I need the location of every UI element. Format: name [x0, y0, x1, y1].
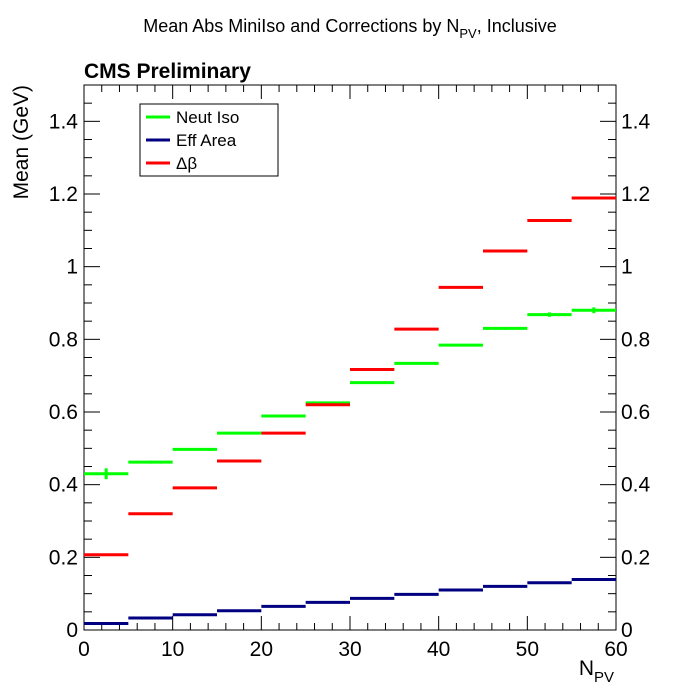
- series-1: [84, 577, 616, 625]
- x-tick-label: 10: [161, 638, 184, 661]
- axis-ticks: [83, 84, 617, 631]
- chart-title-suffix: , Inclusive: [477, 16, 557, 36]
- x-tick-label: 30: [338, 638, 361, 661]
- x-tick-label: 40: [427, 638, 450, 661]
- series-0: [84, 307, 616, 480]
- x-tick-label: 60: [604, 638, 627, 661]
- y-tick-label-left: 0.8: [49, 328, 78, 351]
- y-tick-label-left: 1: [66, 256, 78, 279]
- chart-title-main: Mean Abs MiniIso and Corrections by N: [143, 16, 459, 36]
- y-tick-label-right: 1.4: [621, 110, 651, 133]
- x-tick-label: 50: [516, 638, 539, 661]
- x-axis-label: NPV: [579, 657, 614, 686]
- y-tick-label-left: 1.4: [49, 110, 79, 133]
- legend-items: Neut Iso Eff Area Δβ: [146, 108, 239, 173]
- x-tick-label: 0: [78, 638, 90, 661]
- series-2: [84, 196, 616, 557]
- legend: Neut Iso Eff Area Δβ: [139, 103, 279, 177]
- y-tick-label-right: 0.2: [621, 546, 650, 569]
- y-tick-label-right: 0: [621, 619, 633, 642]
- legend-label: Δβ: [176, 154, 197, 173]
- axis-tick-labels: 0 10 20 30 40 50 600 00.2 0.20.4 0.40.6 0.60.8 0.81…: [49, 110, 651, 661]
- y-axis-label: Mean (GeV): [10, 85, 33, 199]
- y-tick-label-right: 0.6: [621, 401, 650, 424]
- y-tick-label-left: 0.4: [49, 474, 79, 497]
- series-layer: [84, 196, 616, 625]
- y-tick-label-left: 0.6: [49, 401, 78, 424]
- y-tick-label-left: 1.2: [49, 183, 78, 206]
- legend-label: Neut Iso: [176, 108, 239, 127]
- cms-label: CMS Preliminary: [84, 60, 251, 83]
- legend-label: Eff Area: [176, 131, 237, 150]
- x-axis-label-main: N: [579, 657, 594, 680]
- y-tick-label-right: 0.4: [621, 474, 651, 497]
- x-axis-label-subscript: PV: [594, 669, 614, 686]
- chart-title: Mean Abs MiniIso and Corrections by NPV,…: [143, 16, 557, 41]
- x-tick-label: 20: [250, 638, 273, 661]
- y-tick-label-left: 0.2: [49, 546, 78, 569]
- y-tick-label-left: 0: [66, 619, 78, 642]
- y-tick-label-right: 1.2: [621, 183, 650, 206]
- y-tick-label-right: 0.8: [621, 328, 650, 351]
- chart-title-subscript: PV: [459, 26, 477, 41]
- y-tick-label-right: 1: [621, 256, 633, 279]
